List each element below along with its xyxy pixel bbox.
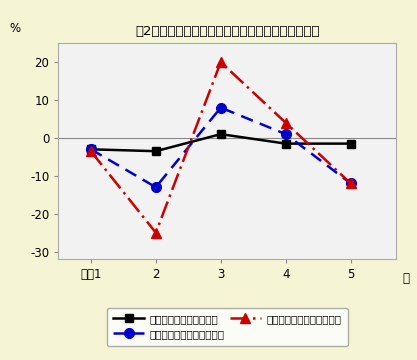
Text: %: % [9, 22, 20, 35]
所定外労働時間（前年比） [218, 105, 223, 110]
総実労働時間（前年比） [88, 147, 93, 152]
総実労働時間（前年比） [283, 141, 288, 146]
所定外労働時間（前年比） [283, 132, 288, 136]
総実労働時間（前年比） [348, 141, 353, 146]
総実労働時間（前年比） [218, 132, 223, 136]
所定外：製造業（前年比） [283, 121, 288, 125]
所定外労働時間（前年比） [153, 185, 158, 189]
Line: 所定外労働時間（前年比）: 所定外労働時間（前年比） [86, 103, 356, 192]
所定外：製造業（前年比） [153, 230, 158, 235]
所定外：製造業（前年比） [218, 60, 223, 64]
総実労働時間（前年比） [153, 149, 158, 153]
所定外労働時間（前年比） [348, 181, 353, 185]
所定外労働時間（前年比） [88, 147, 93, 152]
Text: 年: 年 [403, 272, 410, 285]
Line: 所定外：製造業（前年比）: 所定外：製造業（前年比） [86, 57, 356, 238]
所定外：製造業（前年比） [88, 149, 93, 153]
Line: 総実労働時間（前年比）: 総実労働時間（前年比） [87, 130, 355, 156]
Title: 嘴2　労働時間の動き（対前年比）－調査産業計－: 嘴2 労働時間の動き（対前年比）－調査産業計－ [135, 25, 319, 38]
Legend: 総実労働時間（前年比）, 所定外労働時間（前年比）, 所定外：製造業（前年比）: 総実労働時間（前年比）, 所定外労働時間（前年比）, 所定外：製造業（前年比） [107, 307, 348, 346]
所定外：製造業（前年比） [348, 181, 353, 185]
